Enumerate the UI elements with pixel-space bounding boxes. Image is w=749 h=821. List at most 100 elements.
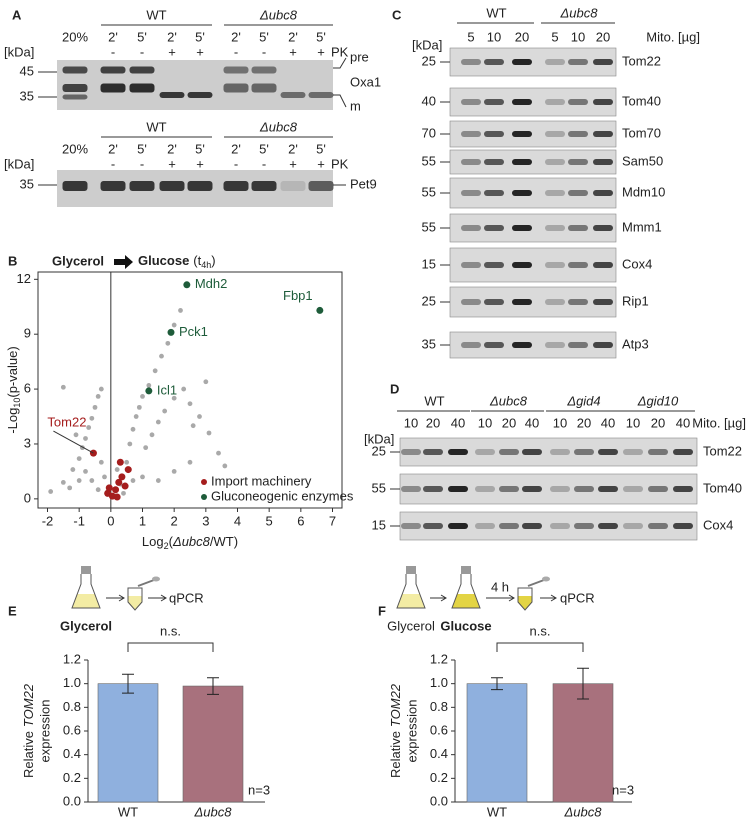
- point: [114, 467, 120, 472]
- point: [159, 353, 164, 359]
- time-label: 5': [259, 29, 269, 44]
- marker-label: 55: [372, 480, 386, 495]
- pk-label: -: [111, 44, 115, 59]
- point: [171, 469, 177, 474]
- protein-label: Tom22: [703, 443, 742, 458]
- pk-label: +: [289, 44, 297, 59]
- y-axis-label: Relative TOM22: [21, 683, 36, 778]
- amount-label: 10: [478, 415, 492, 430]
- protein-label: Rip1: [622, 293, 649, 308]
- blot: [449, 47, 617, 77]
- pk-title: PK: [331, 44, 349, 59]
- band: [461, 131, 481, 137]
- point: [216, 450, 221, 456]
- amount-label: 5: [467, 29, 474, 44]
- significance-bracket: [127, 642, 214, 652]
- highlight-point: [121, 482, 129, 490]
- point: [76, 456, 82, 462]
- pk-label: +: [168, 156, 176, 171]
- band: [448, 486, 468, 492]
- flask-cap: [406, 566, 416, 574]
- point: [92, 404, 98, 410]
- band: [512, 131, 532, 137]
- x-tick-label: WT: [487, 804, 507, 819]
- point: [171, 322, 177, 328]
- band: [545, 159, 565, 165]
- marker-label: 25: [422, 53, 436, 68]
- y-axis-label: -Log10(p-value): [5, 346, 22, 433]
- time-label: 5': [137, 141, 147, 156]
- marker-label: 15: [422, 256, 436, 271]
- pk-label: +: [289, 156, 297, 171]
- protein-label: Tom70: [622, 125, 661, 140]
- amount-label: 20: [502, 415, 516, 430]
- marker-label: 35: [422, 336, 436, 351]
- band: [129, 66, 155, 74]
- band: [648, 523, 668, 529]
- protein-label: Cox4: [703, 517, 733, 532]
- band: [598, 449, 618, 455]
- x-axis-label-part: Log: [142, 534, 164, 549]
- x-axis-label-part: (: [169, 534, 174, 549]
- band: [545, 299, 565, 305]
- flask-liquid: [72, 594, 100, 608]
- pk-label: +: [168, 44, 176, 59]
- highlight-point: [115, 478, 123, 486]
- time-label: 2': [231, 29, 241, 44]
- legend-marker: [201, 494, 207, 500]
- x-axis-label-part: /WT): [210, 534, 238, 549]
- y-axis-label: expression: [37, 700, 52, 763]
- band: [401, 486, 421, 492]
- point: [95, 487, 101, 493]
- y-tick-label: 0.6: [430, 722, 448, 737]
- y-tick-label: 0.4: [63, 746, 81, 761]
- band: [187, 92, 213, 98]
- point: [48, 489, 54, 494]
- band: [550, 523, 570, 529]
- kda-label: [kDa]: [4, 156, 34, 171]
- input-label: 20%: [62, 141, 88, 156]
- band-label: m: [350, 98, 361, 113]
- band: [593, 225, 613, 231]
- blot: [449, 286, 617, 318]
- time-label: 2': [288, 29, 298, 44]
- x-axis-label: Log2(Δubc8/WT): [142, 534, 238, 551]
- highlight-point: [116, 458, 124, 466]
- marker-label: 55: [422, 153, 436, 168]
- schematic-label: Glycerol: [387, 618, 435, 633]
- amount-label: 10: [571, 29, 585, 44]
- band: [568, 99, 588, 105]
- band: [308, 92, 334, 98]
- band: [512, 225, 532, 231]
- arrow: [430, 594, 447, 602]
- y-axis-label-part: TOM22: [388, 683, 403, 727]
- chart-title-part: 4h: [201, 260, 211, 270]
- input-label: 20%: [62, 29, 88, 44]
- time-label: 2': [167, 29, 177, 44]
- tube: [127, 587, 143, 611]
- point: [187, 459, 193, 465]
- band: [550, 449, 570, 455]
- amount-title: Mito. [µg]: [692, 415, 746, 430]
- band: [223, 66, 249, 74]
- y-tick-label: 0.4: [430, 746, 448, 761]
- point: [155, 478, 161, 483]
- time-label: 2': [288, 141, 298, 156]
- point: [124, 459, 130, 465]
- x-tick-label: 6: [297, 513, 304, 528]
- amount-label: 20: [515, 29, 529, 44]
- band: [623, 486, 643, 492]
- flask-cap: [81, 566, 91, 574]
- band: [251, 66, 277, 74]
- protein-label: Tom22: [622, 53, 661, 68]
- band: [223, 83, 249, 93]
- connector: [333, 57, 347, 69]
- y-tick-label: 0.8: [430, 699, 448, 714]
- pk-label: -: [140, 44, 144, 59]
- point: [73, 432, 79, 438]
- band: [423, 523, 443, 529]
- bar: [466, 683, 528, 803]
- point: [190, 423, 196, 429]
- x-tick-label: 5: [266, 513, 273, 528]
- group-label: Δubc8: [259, 7, 298, 22]
